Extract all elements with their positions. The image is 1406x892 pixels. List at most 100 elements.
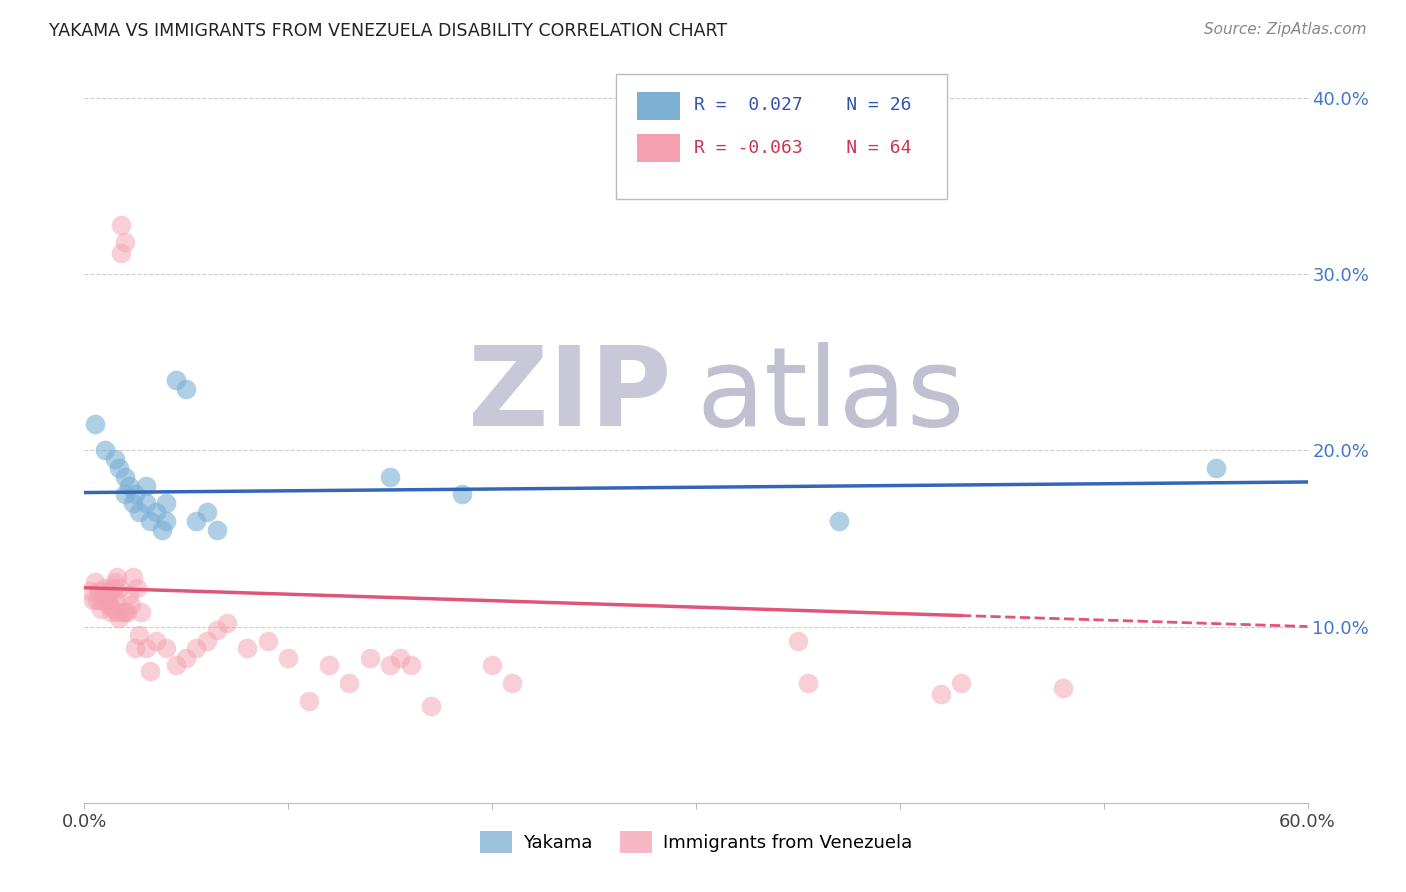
Point: [97, 599, 120, 613]
Point: [135, 640, 157, 655]
Point: [950, 676, 973, 690]
Point: [93, 443, 115, 458]
Point: [97, 584, 120, 599]
Point: [1052, 681, 1074, 696]
Point: [318, 658, 340, 673]
Point: [118, 588, 141, 602]
Point: [128, 505, 150, 519]
Text: ZIP: ZIP: [468, 343, 672, 449]
Point: [195, 505, 218, 519]
Point: [124, 640, 146, 655]
Point: [155, 640, 177, 655]
Point: [929, 686, 952, 700]
Point: [145, 633, 167, 648]
Point: [114, 469, 136, 483]
Text: R =  0.027    N = 26: R = 0.027 N = 26: [693, 96, 911, 114]
Point: [110, 218, 132, 232]
Point: [138, 664, 160, 678]
Legend: Yakama, Immigrants from Venezuela: Yakama, Immigrants from Venezuela: [472, 824, 920, 861]
Point: [150, 523, 173, 537]
Point: [108, 610, 131, 624]
Point: [257, 633, 280, 648]
Point: [128, 628, 150, 642]
Point: [797, 676, 820, 690]
Point: [186, 640, 208, 655]
Point: [114, 487, 136, 501]
Point: [174, 382, 197, 396]
Point: [118, 478, 141, 492]
Point: [108, 581, 131, 595]
Point: [86, 593, 108, 607]
Point: [205, 623, 228, 637]
Point: [115, 606, 138, 620]
Point: [104, 452, 127, 467]
Point: [114, 606, 136, 620]
Point: [104, 575, 127, 590]
Point: [186, 514, 208, 528]
Point: [122, 570, 145, 584]
Text: R = -0.063    N = 64: R = -0.063 N = 64: [693, 138, 911, 157]
Point: [787, 633, 810, 648]
Point: [131, 606, 153, 620]
Point: [380, 658, 402, 673]
Point: [155, 496, 177, 510]
Point: [420, 698, 443, 713]
Point: [114, 235, 136, 250]
Text: Source: ZipAtlas.com: Source: ZipAtlas.com: [1204, 22, 1367, 37]
Bar: [637, 92, 681, 120]
Point: [399, 658, 422, 673]
Point: [87, 584, 110, 599]
Point: [174, 651, 197, 665]
Point: [100, 588, 122, 602]
Point: [339, 676, 361, 690]
Point: [165, 373, 187, 387]
Point: [195, 633, 218, 648]
Point: [298, 693, 321, 707]
Point: [481, 658, 503, 673]
Point: [138, 514, 160, 528]
Point: [82, 593, 104, 607]
Point: [90, 602, 112, 616]
Point: [100, 606, 122, 620]
Text: atlas: atlas: [696, 343, 965, 449]
Point: [828, 514, 851, 528]
Point: [135, 496, 157, 510]
Point: [108, 461, 131, 475]
Point: [90, 593, 112, 607]
Point: [122, 496, 145, 510]
Point: [155, 514, 177, 528]
Point: [110, 245, 132, 260]
Point: [359, 651, 381, 665]
Point: [104, 593, 127, 607]
Text: YAKAMA VS IMMIGRANTS FROM VENEZUELA DISABILITY CORRELATION CHART: YAKAMA VS IMMIGRANTS FROM VENEZUELA DISA…: [49, 22, 727, 40]
Point: [135, 478, 157, 492]
Point: [112, 606, 135, 620]
Point: [165, 658, 187, 673]
Point: [91, 588, 114, 602]
Point: [105, 606, 128, 620]
FancyBboxPatch shape: [616, 73, 946, 200]
Point: [105, 570, 128, 584]
Point: [83, 575, 105, 590]
Point: [236, 640, 259, 655]
Bar: [637, 135, 681, 162]
Point: [101, 581, 124, 595]
Point: [205, 523, 228, 537]
Point: [120, 599, 142, 613]
Point: [101, 602, 124, 616]
Point: [277, 651, 299, 665]
Point: [79, 584, 101, 599]
Point: [217, 615, 239, 630]
Point: [502, 676, 524, 690]
Point: [380, 469, 402, 483]
Point: [450, 487, 472, 501]
Point: [93, 581, 115, 595]
Point: [93, 593, 115, 607]
Point: [83, 417, 105, 431]
Point: [145, 505, 167, 519]
Point: [124, 487, 146, 501]
Point: [96, 593, 118, 607]
Point: [389, 651, 412, 665]
Point: [1205, 461, 1227, 475]
Point: [127, 581, 149, 595]
